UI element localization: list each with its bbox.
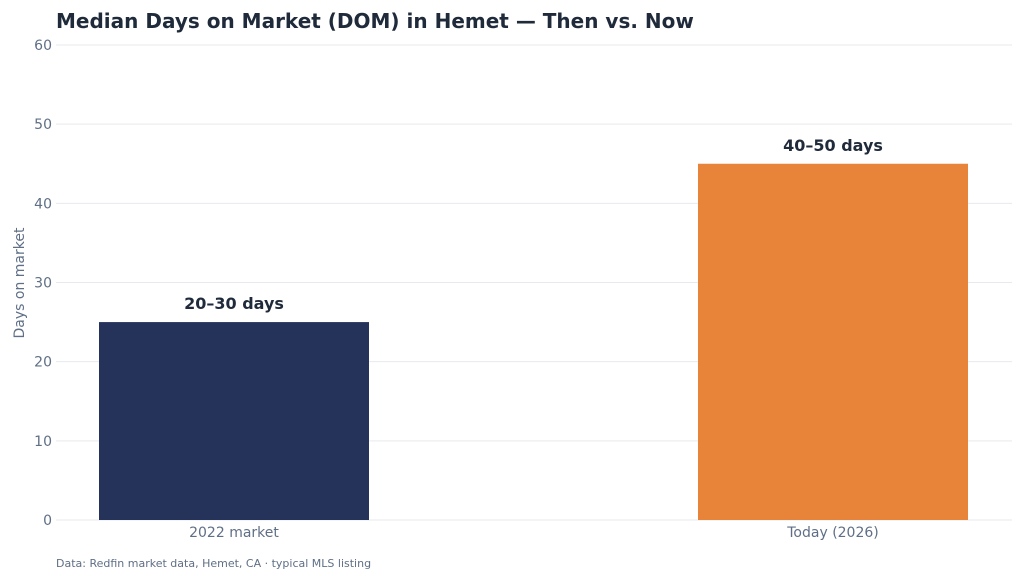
bar: [99, 322, 369, 520]
x-tick-label: Today (2026): [786, 525, 879, 541]
data-label: 40–50 days: [783, 136, 883, 155]
data-labels: 20–30 days 40–50 days: [184, 136, 883, 313]
x-tick-label: 2022 market: [189, 525, 279, 541]
y-tick-label: 10: [34, 434, 52, 450]
y-tick-label: 0: [43, 513, 52, 529]
y-tick-label: 20: [34, 355, 52, 371]
y-axis-label: Days on market: [12, 227, 28, 338]
source-note: Data: Redfin market data, Hemet, CA · ty…: [56, 557, 372, 570]
y-tick-label: 60: [34, 38, 52, 54]
y-tick-label: 40: [34, 196, 52, 212]
bar: [698, 163, 968, 520]
bars: [99, 163, 968, 520]
y-tick-label: 50: [34, 117, 52, 133]
chart-title: Median Days on Market (DOM) in Hemet — T…: [56, 9, 694, 33]
y-tick-label: 30: [34, 276, 52, 292]
x-axis-ticks: 2022 market Today (2026): [189, 525, 879, 541]
data-label: 20–30 days: [184, 294, 284, 313]
y-axis-ticks: 0 10 20 30 40 50 60: [34, 38, 52, 529]
